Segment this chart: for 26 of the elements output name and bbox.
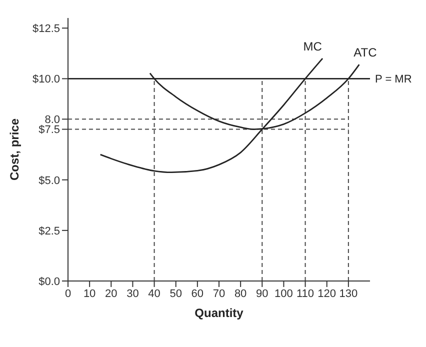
y-tick-label: $0.0 — [38, 276, 60, 288]
y-tick-label: 8.0 — [44, 114, 60, 126]
x-tick-label: 20 — [105, 288, 118, 300]
series-label: MC — [303, 39, 322, 54]
x-tick-label: 70 — [212, 288, 226, 300]
y-tick-label: $12.5 — [32, 23, 60, 36]
x-tick-label: 90 — [256, 288, 268, 300]
x-tick-label: 60 — [191, 288, 204, 300]
x-tick-label: 50 — [170, 288, 182, 300]
x-axis-title: Quantity — [194, 306, 244, 320]
x-tick-label: 100 — [274, 288, 293, 300]
x-tick-label: 40 — [148, 288, 160, 300]
x-tick-label: 110 — [296, 288, 314, 300]
x-tick-label: 0 — [64, 288, 72, 300]
x-tick-label: 120 — [318, 288, 336, 300]
x-tick-label: 30 — [126, 288, 139, 300]
y-tick-label: $5.0 — [38, 174, 60, 187]
y-tick-label: $7.5 — [38, 124, 60, 136]
series-label: ATC — [354, 46, 378, 60]
y-tick-label: $2.5 — [38, 225, 60, 238]
y-tick-label: $10.0 — [32, 74, 60, 86]
ref-line-label: P = MR — [375, 74, 412, 86]
y-axis-title: Cost, price — [7, 118, 22, 181]
x-tick-label: 80 — [234, 288, 247, 300]
x-tick-label: 10 — [83, 288, 96, 300]
x-tick-label: 130 — [339, 288, 358, 300]
